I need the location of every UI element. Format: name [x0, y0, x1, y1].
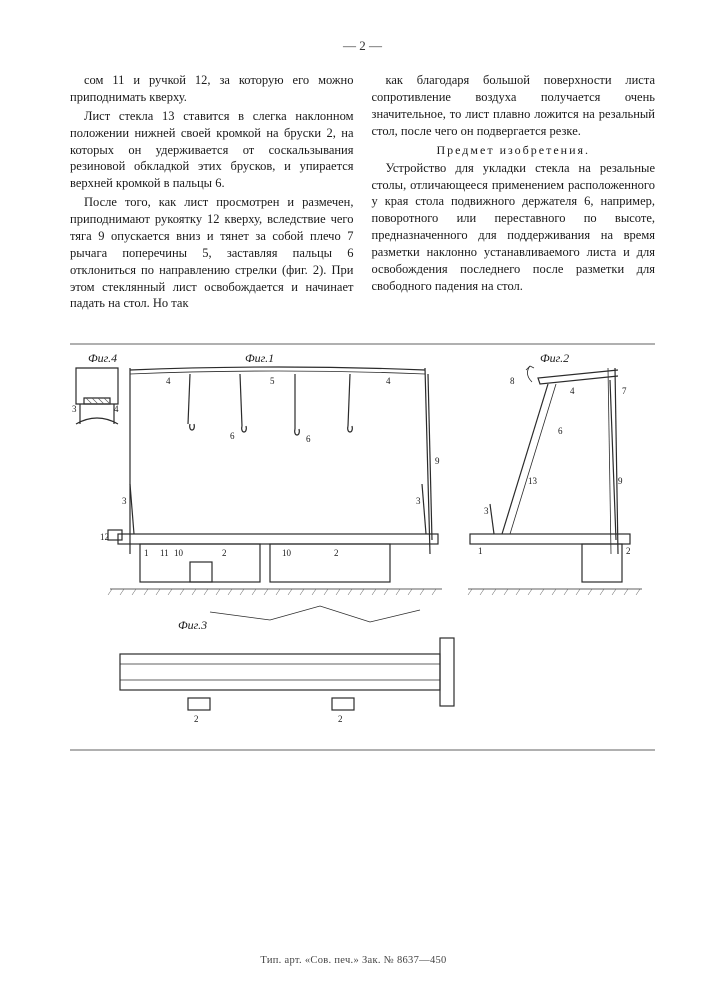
- svg-text:10: 10: [282, 548, 292, 558]
- paragraph: Лист стекла 13 ставится в слегка наклонн…: [70, 108, 354, 192]
- svg-text:2: 2: [194, 714, 199, 724]
- svg-text:9: 9: [435, 456, 440, 466]
- technical-drawing: Фиг.4 3 4 Фиг.1: [70, 334, 655, 754]
- svg-text:12: 12: [100, 532, 109, 542]
- fig1-drawing: 454 66 33 9 12 11110 2102: [100, 367, 442, 595]
- svg-text:4: 4: [386, 376, 391, 386]
- svg-text:3: 3: [416, 496, 421, 506]
- svg-text:7: 7: [622, 386, 627, 396]
- svg-text:3: 3: [122, 496, 127, 506]
- svg-text:4: 4: [166, 376, 171, 386]
- svg-text:2: 2: [338, 714, 343, 724]
- svg-text:2: 2: [334, 548, 339, 558]
- svg-text:3: 3: [72, 404, 77, 414]
- svg-text:8: 8: [510, 376, 515, 386]
- svg-text:4: 4: [114, 404, 119, 414]
- fig2-label: Фиг.2: [540, 351, 569, 365]
- fig2-drawing: 8 4 7 6 13 9 3 1 2: [468, 366, 642, 595]
- fig4-drawing: 3 4: [72, 368, 119, 424]
- imprint-footer: Тип. арт. «Сов. печ.» Зак. № 8637—450: [0, 955, 707, 966]
- svg-text:1: 1: [478, 546, 483, 556]
- svg-text:6: 6: [306, 434, 311, 444]
- svg-text:2: 2: [626, 546, 631, 556]
- svg-text:6: 6: [230, 431, 235, 441]
- paragraph: Устройство для укладки стекла на резальн…: [372, 160, 656, 295]
- svg-text:6: 6: [558, 426, 563, 436]
- paragraph: как благодаря большой поверхности листа …: [372, 72, 656, 140]
- svg-text:5: 5: [270, 376, 275, 386]
- svg-text:10: 10: [174, 548, 184, 558]
- page-number: — 2 —: [70, 38, 655, 54]
- svg-text:9: 9: [618, 476, 623, 486]
- fig3-drawing: 22: [120, 606, 454, 724]
- paragraph: сом 11 и ручкой 12, за которую его можно…: [70, 72, 354, 106]
- svg-text:1: 1: [144, 548, 149, 558]
- claim-heading: Предмет изобретения.: [372, 142, 656, 158]
- svg-text:3: 3: [484, 506, 489, 516]
- body-text: сом 11 и ручкой 12, за которую его можно…: [70, 72, 655, 312]
- svg-text:4: 4: [570, 386, 575, 396]
- svg-text:13: 13: [528, 476, 538, 486]
- svg-text:2: 2: [222, 548, 227, 558]
- fig4-label: Фиг.4: [88, 351, 117, 365]
- figures-block: Фиг.4 3 4 Фиг.1: [70, 334, 655, 754]
- paragraph: После того, как лист просмотрен и размеч…: [70, 194, 354, 312]
- fig1-label: Фиг.1: [245, 351, 274, 365]
- svg-text:11: 11: [160, 548, 169, 558]
- fig3-label: Фиг.3: [178, 618, 207, 632]
